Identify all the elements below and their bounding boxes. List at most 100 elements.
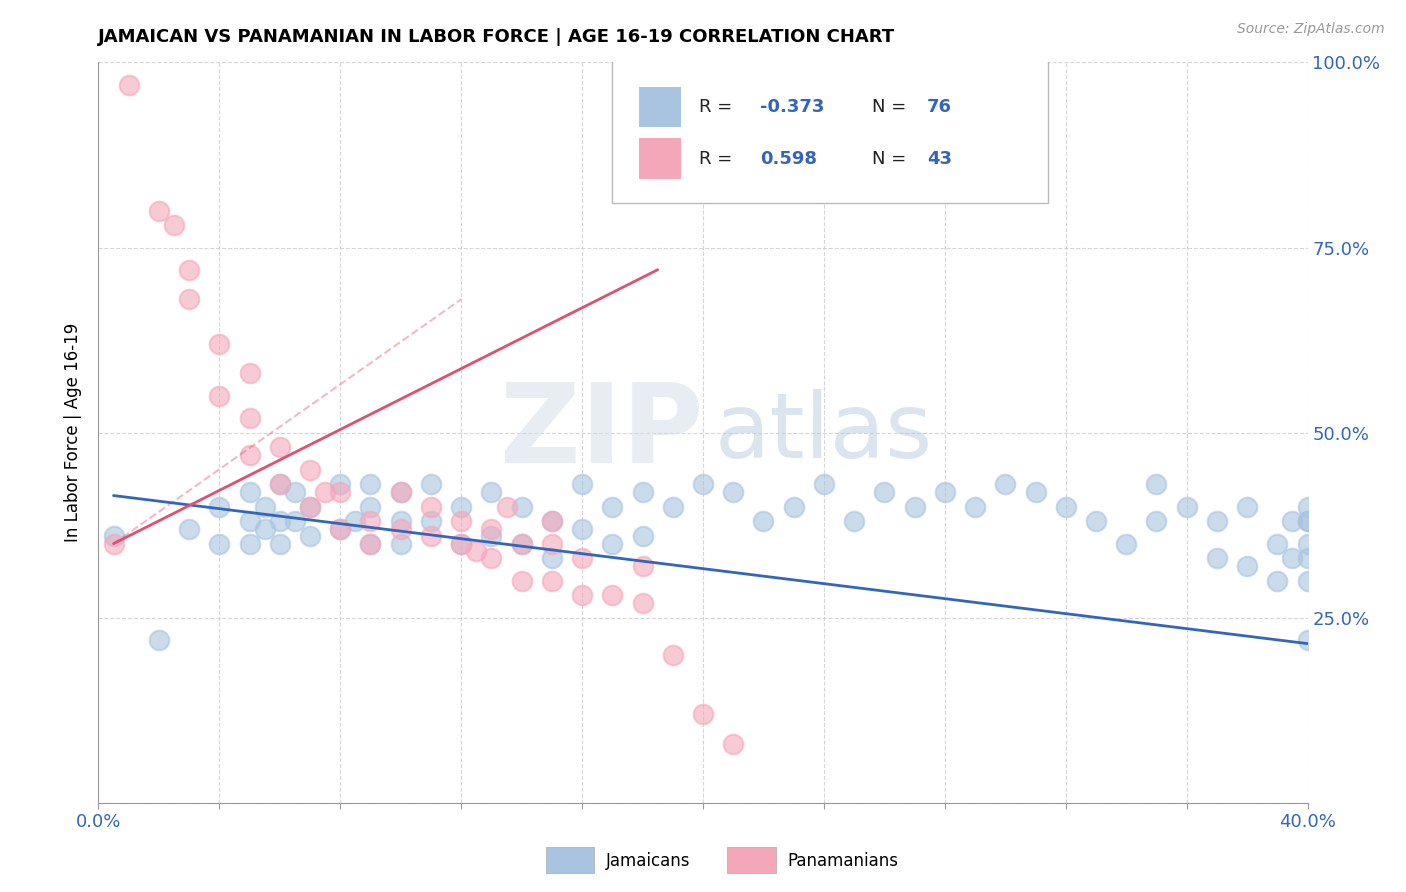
Point — [1206, 515, 1229, 529]
Point — [1206, 551, 1229, 566]
Point — [873, 484, 896, 499]
Point — [994, 477, 1017, 491]
Point — [571, 551, 593, 566]
Text: R =: R = — [699, 98, 738, 116]
Point — [602, 589, 624, 603]
Point — [1085, 515, 1108, 529]
FancyBboxPatch shape — [613, 59, 1047, 203]
Point — [329, 522, 352, 536]
Point — [284, 484, 307, 499]
FancyBboxPatch shape — [546, 847, 595, 873]
Point — [208, 388, 231, 402]
Text: -0.373: -0.373 — [759, 98, 824, 116]
Point — [103, 529, 125, 543]
Point — [269, 515, 291, 529]
Point — [1281, 515, 1303, 529]
Point — [602, 500, 624, 514]
Point — [540, 551, 562, 566]
Point — [495, 500, 517, 514]
Point — [269, 441, 291, 455]
Point — [389, 522, 412, 536]
Point — [239, 515, 262, 529]
Point — [1281, 551, 1303, 566]
Point — [148, 203, 170, 218]
Point — [934, 484, 956, 499]
Point — [360, 536, 382, 550]
Point — [208, 536, 231, 550]
Point — [450, 500, 472, 514]
Point — [1296, 515, 1319, 529]
Point — [1296, 632, 1319, 647]
Point — [299, 462, 322, 476]
Point — [420, 529, 443, 543]
Point — [360, 515, 382, 529]
Point — [661, 648, 683, 662]
Point — [723, 737, 745, 751]
Point — [389, 515, 412, 529]
Point — [299, 500, 322, 514]
Point — [510, 536, 533, 550]
Text: N =: N = — [872, 98, 912, 116]
Point — [329, 484, 352, 499]
Text: 76: 76 — [927, 98, 952, 116]
Point — [540, 574, 562, 588]
Point — [602, 536, 624, 550]
Point — [269, 536, 291, 550]
Point — [360, 500, 382, 514]
Point — [1296, 536, 1319, 550]
Point — [631, 596, 654, 610]
Point — [481, 484, 503, 499]
Point — [1267, 574, 1289, 588]
Point — [450, 515, 472, 529]
Point — [540, 536, 562, 550]
Point — [148, 632, 170, 647]
Point — [450, 536, 472, 550]
FancyBboxPatch shape — [638, 138, 682, 179]
Point — [631, 484, 654, 499]
Point — [1144, 515, 1167, 529]
Text: N =: N = — [872, 150, 912, 168]
Text: R =: R = — [699, 150, 738, 168]
Point — [314, 484, 336, 499]
Point — [208, 336, 231, 351]
Point — [723, 484, 745, 499]
Point — [299, 529, 322, 543]
Text: ZIP: ZIP — [499, 379, 703, 486]
Point — [631, 558, 654, 573]
Point — [904, 500, 927, 514]
Text: Jamaicans: Jamaicans — [606, 852, 690, 870]
Point — [239, 367, 262, 381]
Point — [239, 410, 262, 425]
Point — [179, 262, 201, 277]
Point — [208, 500, 231, 514]
Point — [752, 515, 775, 529]
Point — [1236, 558, 1258, 573]
Point — [284, 515, 307, 529]
Point — [571, 589, 593, 603]
Point — [661, 500, 683, 514]
FancyBboxPatch shape — [727, 847, 776, 873]
Point — [344, 515, 367, 529]
Point — [844, 515, 866, 529]
Point — [103, 536, 125, 550]
Text: atlas: atlas — [716, 389, 934, 476]
Point — [571, 477, 593, 491]
Point — [510, 500, 533, 514]
Point — [481, 529, 503, 543]
Point — [163, 219, 186, 233]
Point — [420, 515, 443, 529]
FancyBboxPatch shape — [638, 87, 682, 128]
Text: Panamanians: Panamanians — [787, 852, 898, 870]
Point — [329, 477, 352, 491]
Point — [179, 522, 201, 536]
Point — [1024, 484, 1046, 499]
Point — [965, 500, 987, 514]
Y-axis label: In Labor Force | Age 16-19: In Labor Force | Age 16-19 — [65, 323, 83, 542]
Point — [481, 522, 503, 536]
Point — [389, 536, 412, 550]
Point — [389, 484, 412, 499]
Point — [269, 477, 291, 491]
Point — [540, 515, 562, 529]
Point — [389, 484, 412, 499]
Point — [253, 500, 276, 514]
